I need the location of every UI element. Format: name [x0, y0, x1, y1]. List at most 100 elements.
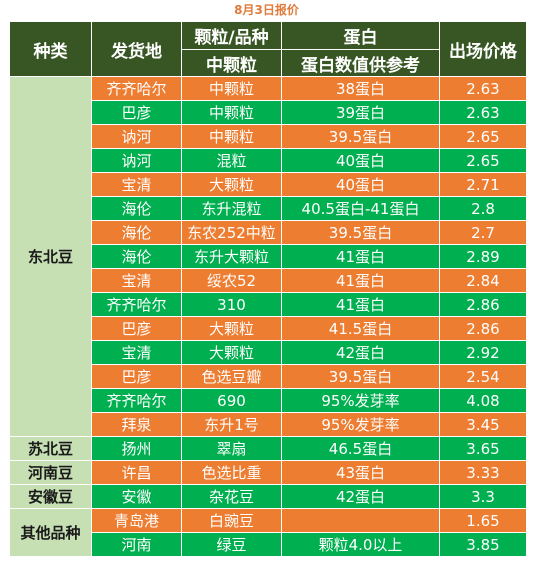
table-row: 东北豆 齐齐哈尔 中颗粒 38蛋白 2.63: [9, 76, 527, 437]
grain-cell: 大颗粒: [181, 316, 282, 341]
protein-cell: 41蛋白: [281, 292, 440, 317]
origin-cell: 宝清: [91, 268, 182, 293]
origin-cell: 海伦: [91, 196, 182, 221]
origin-cell: 许昌: [91, 460, 182, 485]
origin-cell: 青岛港: [91, 508, 182, 533]
grain-cell: 中颗粒: [181, 124, 282, 149]
table-row: 其他品种 青岛港 白豌豆 1.65: [9, 508, 527, 557]
grain-cell: 大颗粒: [181, 340, 282, 365]
grain-cell: 混粒: [181, 148, 282, 173]
price-cell: 1.65: [439, 508, 527, 533]
price-cell: 2.89: [439, 244, 527, 269]
price-cell: 2.65: [439, 148, 527, 173]
category-cell: 河南豆: [9, 460, 92, 485]
protein-cell: 42蛋白: [281, 340, 440, 365]
category-cell: 苏北豆: [9, 436, 92, 461]
price-cell: 2.71: [439, 172, 527, 197]
table-row: 河南豆 许昌 色选比重 43蛋白 3.33: [9, 460, 527, 485]
table-row: 巴彦 中颗粒 39蛋白 2.63: [10, 100, 527, 125]
table-row: 齐齐哈尔 690 95%发芽率 4.08: [10, 388, 527, 413]
table-row: 宝清 绥农52 41蛋白 2.84: [10, 268, 527, 293]
origin-cell: 巴彦: [91, 364, 182, 389]
header-grain: 颗粒/品种: [181, 21, 282, 50]
protein-cell: [281, 508, 440, 533]
origin-cell: 海伦: [91, 244, 182, 269]
quote-date-caption: 8月3日报价: [234, 3, 299, 17]
price-cell: 2.92: [439, 340, 527, 365]
grain-cell: 310: [181, 292, 282, 317]
protein-cell: 39.5蛋白: [281, 364, 440, 389]
grain-cell: 杂花豆: [181, 484, 282, 509]
table-row: 海伦 东升大颗粒 41蛋白 2.89: [10, 244, 527, 269]
grain-cell: 绥农52: [181, 268, 282, 293]
price-cell: 2.65: [439, 124, 527, 149]
origin-cell: 宝清: [91, 172, 182, 197]
protein-cell: 95%发芽率: [281, 412, 440, 437]
origin-cell: 海伦: [91, 220, 182, 245]
header-origin: 发货地: [91, 21, 182, 77]
grain-cell: 绿豆: [181, 532, 282, 557]
price-cell: 2.84: [439, 268, 527, 293]
origin-cell: 讷河: [91, 148, 182, 173]
protein-cell: 38蛋白: [281, 76, 440, 101]
grain-cell: 东升混粒: [181, 196, 282, 221]
price-cell: 4.08: [439, 388, 527, 413]
protein-cell: 41蛋白: [281, 244, 440, 269]
table-row: 安徽豆 安徽 杂花豆 42蛋白 3.3: [9, 484, 527, 509]
price-cell: 2.63: [439, 100, 527, 125]
price-cell: 3.85: [439, 532, 527, 557]
origin-cell: 巴彦: [91, 316, 182, 341]
origin-cell: 河南: [91, 532, 182, 557]
table-row: 齐齐哈尔 310 41蛋白 2.86: [10, 292, 527, 317]
table-row: 河南 绿豆 颗粒4.0以上 3.85: [10, 532, 527, 557]
origin-cell: 巴彦: [91, 100, 182, 125]
protein-cell: 46.5蛋白: [281, 436, 440, 461]
grain-cell: 东农252中粒: [181, 220, 282, 245]
origin-cell: 齐齐哈尔: [91, 388, 182, 413]
protein-cell: 95%发芽率: [281, 388, 440, 413]
table-row: 讷河 中颗粒 39.5蛋白 2.65: [10, 124, 527, 149]
category-cell: 东北豆: [9, 76, 92, 437]
grain-cell: 东升1号: [181, 412, 282, 437]
table-row: 拜泉 东升1号 95%发芽率 3.45: [10, 412, 527, 437]
price-cell: 3.3: [439, 484, 527, 509]
price-cell: 2.54: [439, 364, 527, 389]
price-table: 种类 发货地 颗粒/品种 蛋白 出场价格 中颗粒 蛋白数值供参考 东北豆 齐齐哈尔…: [9, 21, 527, 557]
grain-cell: 东升大颗粒: [181, 244, 282, 269]
price-cell: 2.8: [439, 196, 527, 221]
origin-cell: 讷河: [91, 124, 182, 149]
origin-cell: 宝清: [91, 340, 182, 365]
price-cell: 2.63: [439, 76, 527, 101]
protein-cell: 40.5蛋白-41蛋白: [281, 196, 440, 221]
category-cell: 安徽豆: [9, 484, 92, 509]
table-row: 讷河 混粒 40蛋白 2.65: [10, 148, 527, 173]
table-row: 海伦 东升混粒 40.5蛋白-41蛋白 2.8: [10, 196, 527, 221]
protein-cell: 40蛋白: [281, 148, 440, 173]
price-cell: 2.7: [439, 220, 527, 245]
origin-cell: 齐齐哈尔: [91, 76, 182, 101]
category-cell: 其他品种: [9, 508, 92, 557]
grain-cell: 白豌豆: [181, 508, 282, 533]
protein-cell: 颗粒4.0以上: [281, 532, 440, 557]
origin-cell: 安徽: [91, 484, 182, 509]
header-category: 种类: [9, 21, 92, 77]
grain-cell: 690: [181, 388, 282, 413]
table-row: 苏北豆 扬州 翠扇 46.5蛋白 3.65: [9, 436, 527, 461]
price-cell: 3.65: [439, 436, 527, 461]
table-row: 宝清 大颗粒 40蛋白 2.71: [10, 172, 527, 197]
protein-cell: 39.5蛋白: [281, 124, 440, 149]
grain-cell: 中颗粒: [181, 100, 282, 125]
protein-cell: 40蛋白: [281, 172, 440, 197]
price-cell: 3.45: [439, 412, 527, 437]
header-grain-sub: 中颗粒: [181, 49, 282, 77]
protein-cell: 42蛋白: [281, 484, 440, 509]
price-cell: 3.33: [439, 460, 527, 485]
price-cell: 2.86: [439, 316, 527, 341]
grain-cell: 中颗粒: [181, 76, 282, 101]
protein-cell: 39.5蛋白: [281, 220, 440, 245]
header-price: 出场价格: [439, 21, 527, 77]
header-protein-sub: 蛋白数值供参考: [281, 49, 440, 77]
price-cell: 2.86: [439, 292, 527, 317]
grain-cell: 大颗粒: [181, 172, 282, 197]
table-row: 巴彦 色选豆瓣 39.5蛋白 2.54: [10, 364, 527, 389]
